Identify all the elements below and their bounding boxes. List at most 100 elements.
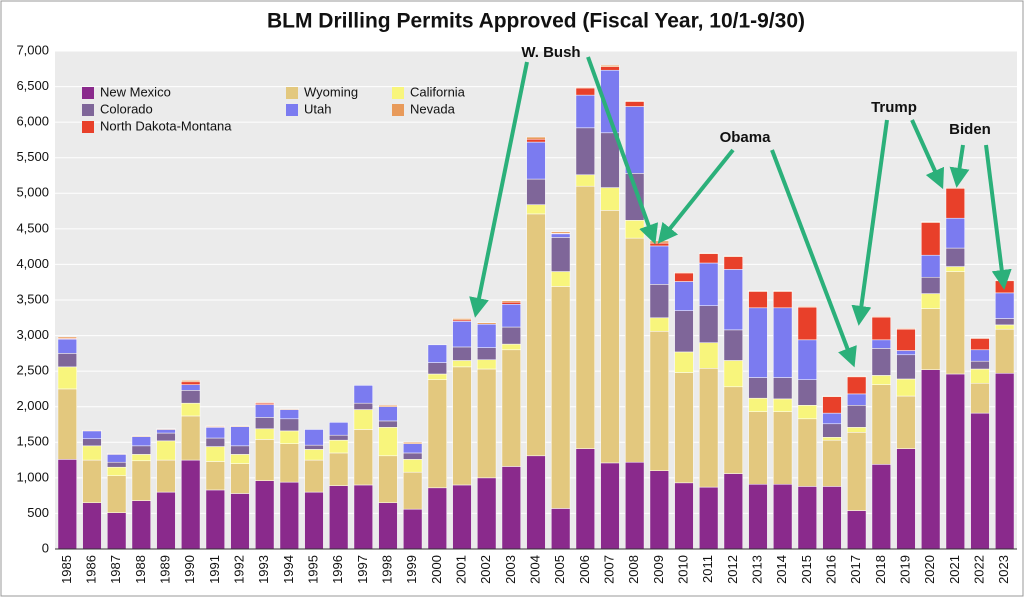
bar-segment bbox=[748, 290, 768, 292]
bar-segment bbox=[797, 306, 817, 341]
legend-swatch bbox=[82, 87, 94, 99]
x-tick-label: 1993 bbox=[256, 555, 271, 584]
y-tick-label: 5,000 bbox=[16, 185, 49, 200]
bar-segment bbox=[674, 351, 694, 373]
x-tick-label: 2001 bbox=[453, 555, 468, 584]
bar-segment bbox=[723, 473, 743, 550]
bar-segment bbox=[526, 138, 546, 143]
bar-segment bbox=[205, 461, 225, 491]
y-tick-label: 1,500 bbox=[16, 434, 49, 449]
bar-segment bbox=[403, 459, 423, 473]
bar-segment bbox=[378, 455, 398, 504]
y-tick-label: 0 bbox=[42, 540, 49, 555]
bar-segment bbox=[699, 486, 719, 550]
x-tick-label: 1991 bbox=[207, 555, 222, 584]
annotation: Trump bbox=[871, 99, 917, 116]
bar-segment bbox=[995, 324, 1015, 330]
bar-segment bbox=[921, 308, 941, 370]
bar-segment bbox=[477, 322, 497, 325]
bar-segment bbox=[501, 349, 521, 467]
bar-segment bbox=[797, 339, 817, 380]
bars bbox=[55, 50, 1017, 550]
legend-label: California bbox=[410, 84, 466, 99]
bar-segment bbox=[82, 445, 102, 461]
bar-segment bbox=[57, 336, 77, 339]
bar-segment bbox=[156, 459, 176, 493]
bar-segment bbox=[847, 427, 867, 433]
bar-segment bbox=[674, 281, 694, 311]
y-tick-label: 6,000 bbox=[16, 114, 49, 129]
bar-segment bbox=[822, 395, 842, 398]
bar-segment bbox=[255, 428, 275, 440]
bar-segment bbox=[353, 402, 373, 410]
bar-segment bbox=[353, 484, 373, 550]
bar-segment bbox=[871, 316, 891, 318]
x-tick-label: 2018 bbox=[873, 555, 888, 584]
bar-segment bbox=[526, 455, 546, 550]
bar-segment bbox=[181, 381, 201, 385]
x-tick-label: 2003 bbox=[503, 555, 518, 584]
bar-segment bbox=[551, 231, 571, 234]
bar-segment bbox=[452, 484, 472, 550]
bar-segment bbox=[427, 379, 447, 489]
bar-segment bbox=[970, 360, 990, 370]
x-tick-label: 2010 bbox=[675, 555, 690, 584]
bar-segment bbox=[723, 256, 743, 270]
bar-segment bbox=[970, 337, 990, 339]
y-tick-label: 3,500 bbox=[16, 291, 49, 306]
bar-segment bbox=[995, 292, 1015, 319]
bar-segment bbox=[452, 366, 472, 486]
bar-segment bbox=[526, 141, 546, 180]
bar-segment bbox=[181, 380, 201, 383]
bar-segment bbox=[625, 173, 645, 221]
bar-segment bbox=[205, 446, 225, 462]
legend-swatch bbox=[286, 104, 298, 116]
bar-segment bbox=[674, 310, 694, 353]
x-tick-label: 2014 bbox=[774, 555, 789, 584]
x-tick-label: 2007 bbox=[601, 555, 616, 584]
bar-segment bbox=[575, 448, 595, 550]
bar-segment bbox=[896, 350, 916, 356]
legend-swatch bbox=[82, 121, 94, 133]
bar-segment bbox=[353, 429, 373, 486]
annotation-arrows bbox=[469, 56, 1012, 368]
bar-segment bbox=[896, 448, 916, 550]
bar-segment bbox=[896, 328, 916, 351]
bar-segment bbox=[427, 362, 447, 375]
y-tick-label: 2,000 bbox=[16, 398, 49, 413]
arrow bbox=[770, 149, 857, 368]
bar-segment bbox=[649, 242, 669, 247]
bar-segment bbox=[797, 405, 817, 420]
bar-segment bbox=[797, 418, 817, 487]
arrow bbox=[984, 144, 1012, 290]
bar-segment bbox=[551, 233, 571, 238]
bar-segment bbox=[822, 437, 842, 441]
bar-segment bbox=[995, 318, 1015, 326]
bar-segment bbox=[625, 461, 645, 550]
bar-segment bbox=[156, 428, 176, 430]
bar-segment bbox=[279, 430, 299, 444]
bar-segment bbox=[649, 331, 669, 471]
bar-segment bbox=[896, 395, 916, 449]
bar-segment bbox=[575, 174, 595, 187]
bar-segment bbox=[921, 293, 941, 309]
legend-label: Wyoming bbox=[304, 84, 358, 99]
bar-segment bbox=[82, 438, 102, 447]
bar-segment bbox=[871, 464, 891, 550]
bar-segment bbox=[230, 426, 250, 447]
bar-segment bbox=[403, 471, 423, 510]
x-tick-label: 1990 bbox=[182, 555, 197, 584]
arrow bbox=[851, 119, 889, 326]
chart-title: BLM Drilling Permits Approved (Fiscal Ye… bbox=[267, 10, 805, 33]
bar-segment bbox=[230, 493, 250, 550]
bar-segment bbox=[205, 425, 225, 427]
bar-segment bbox=[674, 272, 694, 282]
bar-segment bbox=[304, 449, 324, 461]
bar-segment bbox=[945, 373, 965, 550]
bar-segment bbox=[427, 487, 447, 550]
annotation: Obama bbox=[720, 129, 772, 146]
bar-segment bbox=[970, 349, 990, 362]
bar-segment bbox=[822, 412, 842, 425]
arrow bbox=[469, 61, 529, 318]
x-tick-label: 2023 bbox=[996, 555, 1011, 584]
